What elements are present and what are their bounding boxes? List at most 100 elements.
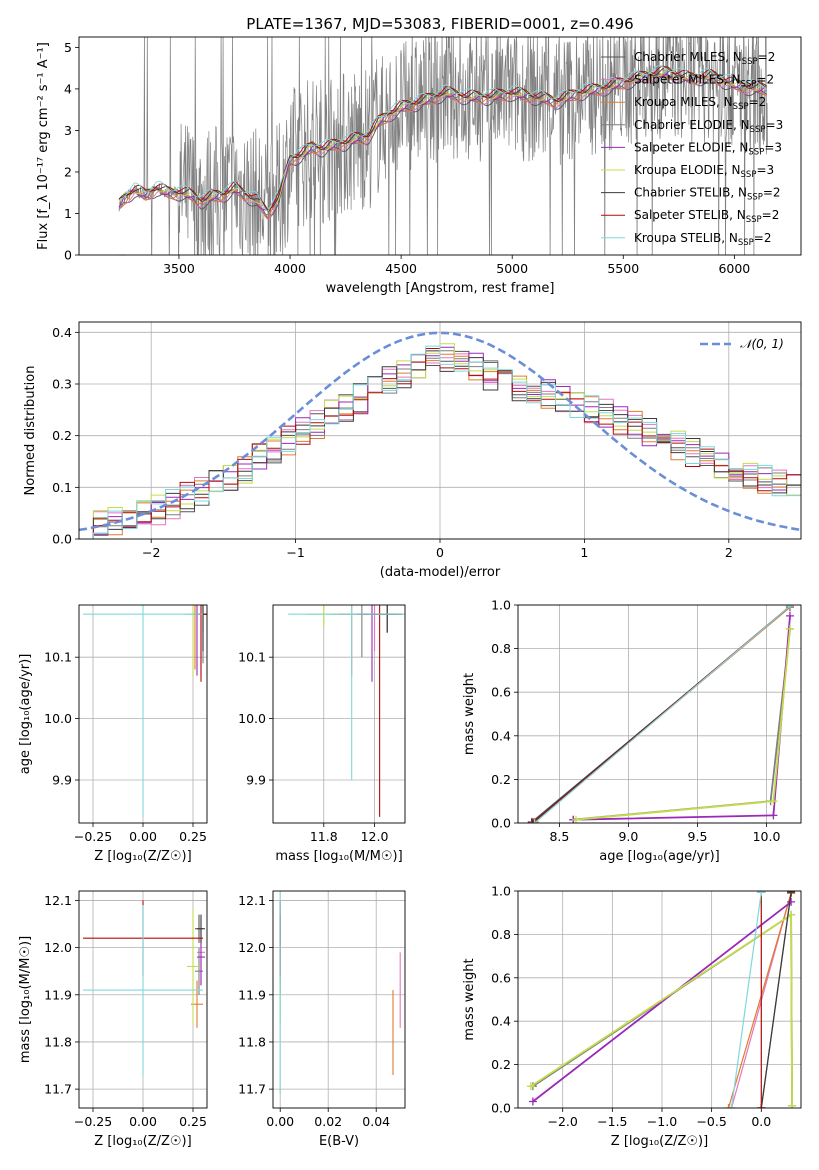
weight-line [575,628,791,821]
legend-label: Salpeter STELIB, NSSP=2 [634,208,779,225]
y-tick-label: 1 [64,206,72,221]
axes-frame [78,36,802,256]
figure-title: PLATE=1367, MJD=53083, FIBERID=0001, z=0… [246,15,633,33]
y-tick-label: 9.9 [52,773,72,788]
y-tick-label: 0.8 [491,927,511,942]
y-tick-label: 0.4 [491,728,511,743]
y-tick-label: 0.6 [491,685,511,700]
axes-frame [78,321,802,540]
legend-label-base: Chabrier MILES, N [634,50,742,64]
x-tick-label: 12.0 [361,829,389,844]
x-tick-label: −0.25 [74,1114,112,1129]
y-tick-label: 0.4 [52,325,72,340]
x-tick-label: −0.5 [696,1114,726,1129]
weight-line [532,913,793,1106]
plus-marker [787,891,796,897]
x-tick-label: −1.5 [597,1114,627,1129]
weight-line [727,893,792,1108]
model-spectrum-line [118,65,768,213]
axes-frame [78,604,208,824]
y-tick-label: 0.4 [491,1014,511,1029]
y-tick-label: 0.3 [52,377,72,392]
legend-label-sub: SSP [741,170,757,180]
plot-area [83,605,207,817]
y-tick-label: 0.1 [52,480,72,495]
plot-area [118,37,768,255]
y-tick-label: 12.1 [238,893,266,908]
y-axis-label: Flux [f_λ 10⁻¹⁷ erg cm⁻² s⁻¹ A⁻¹] [36,42,51,250]
y-axis-label: mass weight [462,673,477,755]
plot-area [79,331,801,539]
legend-label-base: Salpeter MILES, N [634,73,741,87]
axes-frame [272,890,406,1109]
legend-label-sub: SSP [733,102,749,112]
x-tick-label: 5000 [496,261,528,276]
legend-label-tail: =2 [749,95,767,109]
model-spectrum-line [118,65,767,212]
legend-label: Chabrier ELODIE, NSSP=3 [634,118,783,135]
y-tick-label: 0.2 [52,428,72,443]
axes-frame [517,890,802,1109]
legend-label: Kroupa STELIB, NSSP=2 [634,231,772,248]
y-tick-label: 0 [64,248,72,263]
axes-frame [78,890,208,1109]
y-tick-label: 11.7 [44,1082,72,1097]
legend-label-tail: =2 [754,231,772,245]
x-tick-label: 0.25 [179,1114,207,1129]
y-tick-label: 1.0 [491,884,511,899]
x-tick-label: 5500 [607,261,639,276]
x-axis-label: Z [log₁₀(Z/Z☉)] [94,849,191,864]
legend-label-sub: SSP [746,215,762,225]
legend-label-sub: SSP [738,238,754,248]
x-tick-label: −1 [286,545,304,560]
legend-label-base: Chabrier STELIB, N [634,186,747,200]
y-tick-label: 11.9 [44,987,72,1002]
legend-label-sub: SSP [742,57,758,67]
histogram-step-line [79,345,801,539]
y-axis-label: age [log₁₀(age/yr)] [18,654,33,775]
weight-line [573,615,791,821]
y-tick-label: 2 [64,164,72,179]
x-tick-label: 0.04 [362,1114,390,1129]
y-tick-label: 0.0 [52,532,72,547]
legend-label-sub: SSP [747,193,763,203]
x-axis-label: age [log₁₀(age/yr)] [599,849,720,864]
mass-vs-ebv-panel: 0.00 0.02 0.04 11.7 11.8 11.9 12.0 12.1 E(B-V) [238,890,406,1149]
y-tick-label: 1.0 [491,598,511,613]
legend-label-tail: =2 [758,50,776,64]
y-tick-label: 11.8 [238,1034,266,1049]
y-tick-label: 12.0 [238,940,266,955]
legend-label-base: Salpeter ELODIE, N [634,140,748,154]
y-tick-label: 12.0 [44,940,72,955]
plot-area [288,605,405,817]
legend-label-tail: =2 [756,73,774,87]
legend-label-sub: SSP [750,125,766,135]
y-tick-label: 10.1 [238,650,266,665]
plus-marker [527,819,536,823]
plus-marker [785,611,794,620]
legend-label: Salpeter MILES, NSSP=2 [634,73,774,90]
plot-area [279,891,401,1094]
plus-marker [757,1104,766,1108]
spectrum-panel: 3500 4000 4500 5000 5500 6000 0 1 2 3 4 5 wavelength… [36,36,802,296]
y-tick-label: 0.0 [491,1101,511,1116]
x-axis-label: E(B-V) [319,1134,359,1149]
residuals-panel: −2 −1 0 1 2 0.0 0.1 0.2 0.3 0.4 (data-model)/error… [23,321,802,580]
x-tick-label: 0.00 [266,1114,294,1129]
y-tick-label: 4 [64,81,72,96]
legend-label-base: Kroupa MILES, N [634,95,733,109]
x-tick-label: 4500 [385,261,417,276]
plot-area [526,891,797,1108]
x-tick-label: 9.0 [618,829,638,844]
y-tick-label: 9.9 [246,773,266,788]
x-tick-label: 2 [725,545,733,560]
x-tick-label: 10.0 [753,829,781,844]
plot-area [527,605,794,823]
x-tick-label: −0.25 [74,829,112,844]
x-tick-label: 0 [436,545,444,560]
y-tick-label: 10.1 [44,650,72,665]
x-axis-label: mass [log₁₀(M/M☉)] [275,849,402,864]
legend-label: Kroupa ELODIE, NSSP=3 [634,163,774,180]
y-axis-label: mass weight [462,958,477,1040]
y-tick-label: 0.8 [491,641,511,656]
